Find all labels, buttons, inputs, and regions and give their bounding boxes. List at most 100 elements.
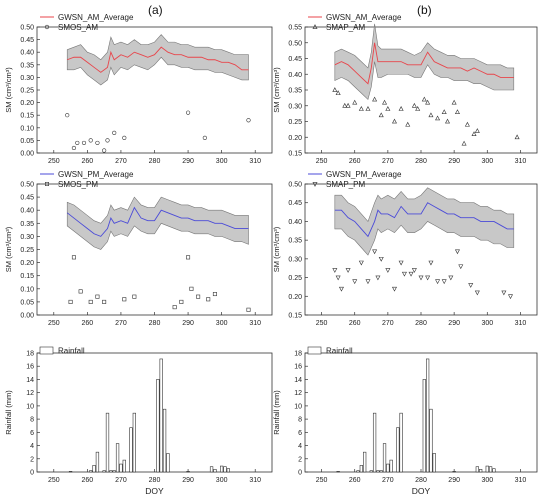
data-point-SMAP_AM	[378, 112, 384, 118]
data-point-SMAP_AM	[398, 106, 404, 111]
legend-label: SMAP_PM	[326, 180, 365, 189]
rainfall-bar	[226, 468, 230, 473]
x-axis-label: DOY	[412, 486, 431, 496]
data-point-SMAP_AM	[428, 112, 434, 118]
y-tick-label: 0.20	[288, 135, 302, 142]
y-tick-label: 0.15	[288, 151, 302, 158]
data-point-SMAP_AM	[332, 87, 338, 92]
y-tick-label: 2	[30, 456, 34, 463]
x-tick-label: 280	[149, 320, 161, 327]
data-point-SMAP_AM	[382, 99, 388, 105]
x-tick-label: 290	[182, 158, 194, 165]
x-tick-label: 260	[349, 158, 361, 165]
rainfall-bar	[115, 443, 120, 473]
rainfall-bar	[102, 470, 106, 473]
chart-b-pm: 0.15 0.20 0.25 0.30 0.35 0.40 0.45 0.50 250 260 27…	[272, 170, 538, 327]
y-tick-label: 0.30	[20, 234, 34, 241]
data-point-SMOS_PM	[95, 294, 100, 299]
x-tick-label: 290	[182, 320, 194, 327]
x-tick-label: 300	[216, 320, 228, 327]
rainfall-bar	[382, 443, 387, 473]
x-tick-label: 270	[115, 477, 127, 484]
x-tick-label: 270	[382, 158, 394, 165]
y-tick-label: 0.40	[288, 219, 302, 226]
y-tick-label: 0.10	[20, 286, 34, 293]
data-point-SMOS_PM	[196, 294, 201, 299]
legend-label: Rainfall	[58, 347, 85, 356]
x-tick-label: 260	[349, 320, 361, 327]
y-tick-label: 0.20	[20, 260, 34, 267]
y-tick-label: 0.35	[288, 88, 302, 95]
rainfall-bar	[479, 469, 483, 473]
data-point-SMOS_AM	[88, 138, 93, 143]
rainfall-bar	[475, 466, 479, 473]
series-line-GWSN_AM_Average	[67, 46, 249, 73]
data-point-SMAP_AM	[425, 99, 431, 105]
legend-label: SMOS_PM	[58, 180, 98, 189]
data-point-SMAP_AM	[342, 102, 348, 108]
data-point-SMAP_PM	[375, 275, 381, 281]
y-tick-label: 0	[298, 470, 302, 477]
rainfall-bar	[95, 451, 100, 473]
legend-marker-swatch	[312, 182, 318, 187]
sm-range-band	[66, 196, 249, 250]
legend-marker-swatch	[44, 182, 49, 187]
x-tick-label: 310	[249, 158, 261, 165]
data-point-SMOS_PM	[122, 297, 127, 302]
data-point-SMAP_PM	[398, 260, 404, 266]
data-point-SMOS_PM	[206, 297, 211, 302]
data-point-SMAP_AM	[454, 109, 460, 114]
y-axis-label: SM (cm³/cm³)	[4, 67, 13, 113]
series-line-GWSN_PM_Average	[66, 206, 249, 237]
data-point-SMOS_PM	[246, 307, 251, 312]
chart-b-rain: 0 2 4 6 8 10 12 14 16 18 250 260 270 280 290 300 310 Rain…	[272, 347, 538, 496]
rainfall-bar	[129, 427, 133, 473]
y-tick-label: 0.50	[288, 40, 302, 47]
data-point-SMAP_AM	[451, 99, 457, 105]
legend-marker-swatch	[312, 24, 318, 29]
x-tick-label: 280	[415, 158, 427, 165]
data-point-SMAP_PM	[401, 271, 407, 277]
rainfall-bar	[356, 470, 360, 473]
rainfall-bar	[372, 412, 377, 473]
y-tick-label: 0.55	[288, 25, 302, 32]
x-tick-label: 270	[382, 320, 394, 327]
data-point-SMOS_AM	[202, 135, 207, 140]
x-tick-label: 290	[182, 477, 194, 484]
y-tick-label: 0.50	[20, 25, 34, 32]
data-point-SMOS_AM	[75, 140, 80, 146]
x-tick-label: 300	[216, 158, 228, 165]
data-point-SMOS_AM	[102, 148, 107, 153]
y-tick-label: 12	[26, 390, 34, 397]
chart-a-am: 0.00 0.05 0.10 0.15 0.20 0.25 0.30 0.35 0.40 0.45…	[4, 13, 273, 165]
data-point-SMAP_AM	[391, 118, 397, 124]
data-point-SMAP_PM	[378, 256, 384, 262]
panel-label-a: (a)	[148, 3, 163, 17]
y-tick-label: 0.15	[288, 313, 302, 320]
rainfall-bar	[399, 412, 403, 473]
rainfall-bar	[162, 408, 167, 473]
x-tick-label: 250	[316, 477, 328, 484]
rainfall-bar	[223, 466, 227, 473]
x-tick-label: 300	[481, 477, 493, 484]
y-tick-label: 14	[294, 377, 302, 384]
y-tick-label: 6	[298, 430, 302, 437]
data-point-SMAP_AM	[445, 118, 451, 124]
legend-marker-swatch	[44, 24, 50, 30]
rainfall-bar	[336, 471, 340, 473]
x-tick-label: 310	[249, 320, 261, 327]
rainfall-bar	[396, 427, 400, 473]
data-point-SMOS_AM	[81, 140, 87, 146]
y-tick-label: 0.50	[20, 182, 34, 189]
y-tick-label: 6	[30, 430, 34, 437]
data-point-SMAP_AM	[372, 96, 378, 102]
data-point-SMAP_AM	[415, 106, 421, 111]
y-axis-label: SM (cm³/cm³)	[272, 67, 281, 113]
series-line-GWSN_PM_Average	[334, 202, 514, 238]
data-point-SMOS_PM	[179, 299, 184, 304]
data-point-SMOS_PM	[78, 289, 83, 294]
data-point-SMOS_PM	[71, 255, 76, 260]
rainfall-bar	[159, 358, 163, 473]
y-tick-label: 0.20	[288, 294, 302, 301]
x-tick-label: 250	[48, 477, 60, 484]
